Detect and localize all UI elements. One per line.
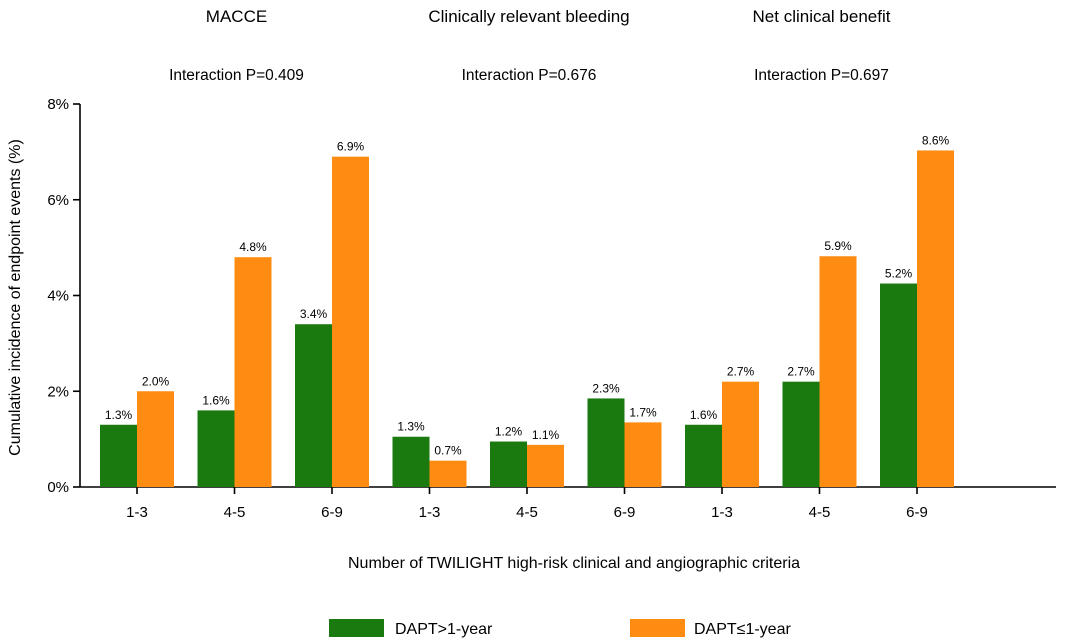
bar-dapt-le-1yr	[624, 422, 662, 487]
panel-title: MACCE	[206, 7, 267, 26]
bar-value-label: 1.6%	[690, 408, 718, 422]
x-axis-title: Number of TWILIGHT high-risk clinical an…	[348, 555, 800, 572]
interaction-p-value: Interaction P=0.409	[169, 67, 304, 84]
bar-dapt-le-1yr	[234, 257, 272, 487]
bar-dapt-le-1yr	[137, 391, 174, 487]
bar-dapt-gt-1yr	[197, 410, 235, 487]
y-tick-label: 2%	[47, 383, 69, 400]
bar-value-label: 2.3%	[592, 381, 620, 395]
y-tick-label: 4%	[47, 288, 69, 305]
bar-dapt-gt-1yr	[490, 441, 527, 487]
bar-value-label: 1.7%	[629, 405, 657, 419]
y-ticks: 0% 2% 4% 6% 8%	[47, 96, 80, 496]
bar-value-label: 5.2%	[885, 267, 913, 281]
bar-dapt-gt-1yr	[685, 424, 722, 487]
bar-dapt-gt-1yr	[295, 324, 332, 487]
x-tick-label: 4-5	[516, 504, 538, 521]
bars	[100, 150, 954, 487]
panel-titles: MACCE Interaction P=0.409 Clinically relev…	[169, 7, 891, 84]
bar-dapt-gt-1yr	[392, 436, 430, 487]
bar-value-label: 8.6%	[922, 133, 950, 147]
bar-dapt-gt-1yr	[880, 283, 917, 487]
bar-value-label: 0.7%	[434, 444, 462, 458]
bar-dapt-le-1yr	[332, 156, 369, 487]
y-tick-label: 0%	[47, 479, 69, 496]
interaction-p-value: Interaction P=0.676	[462, 67, 597, 84]
bar-value-label: 2.7%	[727, 365, 755, 379]
bar-value-label: 6.9%	[337, 140, 365, 154]
y-axis-title: Cumulative incidence of endpoint events …	[7, 139, 24, 456]
legend-label: DAPT>1-year	[395, 621, 493, 638]
y-tick-label: 6%	[47, 192, 69, 209]
bar-value-label: 2.0%	[142, 374, 170, 388]
bar-value-label: 3.4%	[300, 307, 328, 321]
x-tick-label: 1-3	[419, 504, 441, 521]
y-tick-label: 8%	[47, 96, 69, 113]
bar-value-label: 1.3%	[105, 408, 133, 422]
bar-labels: 1.3% 2.0% 1.6% 4.8% 3.4% 6.9% 1.3% 0.7% 1.2% 1.1%…	[105, 133, 950, 457]
bar-dapt-le-1yr	[819, 256, 857, 487]
bar-value-label: 5.9%	[824, 239, 852, 253]
x-tick-label: 6-9	[321, 504, 343, 521]
legend-swatch	[630, 619, 685, 637]
panel-title: Net clinical benefit	[753, 7, 891, 26]
bar-value-label: 1.2%	[495, 425, 523, 439]
legend-swatch	[329, 619, 384, 637]
x-tick-label: 4-5	[809, 504, 831, 521]
x-ticks: 1-3 4-5 6-9 1-3 4-5 6-9 1-3 4-5 6-9	[126, 487, 928, 521]
bar-dapt-gt-1yr	[782, 381, 820, 487]
panel-title: Clinically relevant bleeding	[428, 7, 629, 26]
bar-dapt-le-1yr	[722, 381, 759, 487]
bar-value-label: 2.7%	[787, 365, 815, 379]
bar-dapt-le-1yr	[527, 444, 564, 487]
x-tick-label: 6-9	[614, 504, 636, 521]
bar-value-label: 1.3%	[397, 420, 425, 434]
legend: DAPT>1-year DAPT≤1-year	[329, 619, 791, 638]
x-tick-label: 1-3	[126, 504, 148, 521]
bar-value-label: 1.1%	[532, 428, 560, 442]
bar-value-label: 4.8%	[239, 240, 267, 254]
bar-dapt-gt-1yr	[587, 398, 625, 487]
x-tick-label: 1-3	[711, 504, 733, 521]
interaction-p-value: Interaction P=0.697	[754, 67, 889, 84]
legend-label: DAPT≤1-year	[694, 621, 791, 638]
bar-value-label: 1.6%	[202, 393, 230, 407]
bar-dapt-le-1yr	[917, 150, 954, 487]
bar-dapt-gt-1yr	[100, 424, 137, 487]
bar-dapt-le-1yr	[429, 460, 467, 487]
x-tick-label: 6-9	[906, 504, 928, 521]
x-tick-label: 4-5	[224, 504, 246, 521]
